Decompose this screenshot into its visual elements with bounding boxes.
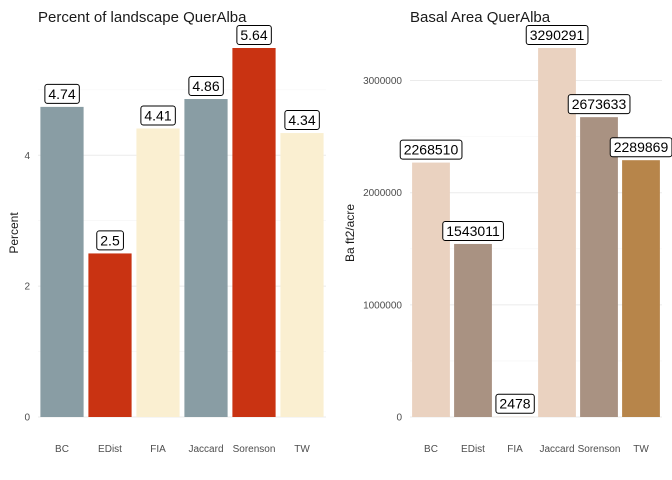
data-label-box <box>567 94 631 115</box>
data-label-box <box>399 139 463 160</box>
data-label-tw: 4.34 <box>288 112 315 128</box>
bar-sorenson <box>232 48 276 417</box>
x-tick-labels: BC EDist FIA Jaccard Sorenson TW <box>55 444 310 455</box>
x-tick-label-bc: BC <box>55 444 69 455</box>
data-label-jaccard: 3290291 <box>530 27 585 43</box>
bars <box>412 48 660 417</box>
x-tick-label-tw: TW <box>294 444 310 455</box>
bar-bc <box>40 106 84 417</box>
y-tick-label: 2000000 <box>363 188 402 199</box>
data-label-jaccard: 4.86 <box>192 78 219 94</box>
x-tick-label-sorenson: Sorenson <box>233 444 276 455</box>
bar-sorenson <box>580 117 618 417</box>
y-axis-title: Percent <box>7 212 21 254</box>
data-labels: 2268510 1543011 2478 3290291 2673633 2289869 <box>399 25 672 414</box>
x-tick-label-fia: FIA <box>150 444 166 455</box>
x-tick-label-jaccard: Jaccard <box>188 444 223 455</box>
y-tick-labels: 0 1000000 2000000 3000000 <box>363 76 402 423</box>
data-label-edist: 2.5 <box>100 232 120 248</box>
data-label-box <box>140 105 176 126</box>
y-tick-label: 1000000 <box>363 300 402 311</box>
data-label-box <box>284 110 320 131</box>
data-label-bc: 4.74 <box>48 86 75 102</box>
y-tick-label: 0 <box>24 413 30 424</box>
y-tick-label: 4 <box>24 151 30 162</box>
y-tick-label: 0 <box>396 413 402 424</box>
bar-jaccard <box>184 99 228 417</box>
y-tick-label: 3000000 <box>363 76 402 87</box>
x-tick-labels: BC EDist FIA Jaccard Sorenson TW <box>424 444 649 455</box>
x-tick-label-bc: BC <box>424 444 438 455</box>
data-label-fia: 4.41 <box>144 107 171 123</box>
gridlines <box>410 80 662 418</box>
data-label-box <box>236 25 272 45</box>
data-label-sorenson: 5.64 <box>240 27 267 43</box>
x-tick-label-sorenson: Sorenson <box>578 444 621 455</box>
bar-tw <box>280 133 324 417</box>
panel-percent-of-landscape: Percent of landscape QuerAlba Percent 4.… <box>7 9 326 455</box>
y-tick-label: 2 <box>24 282 30 293</box>
data-label-fia: 2478 <box>499 396 530 412</box>
x-tick-label-edist: EDist <box>98 444 122 455</box>
data-label-sorenson: 2673633 <box>572 96 627 112</box>
data-label-box <box>188 76 224 97</box>
y-tick-labels: 0 2 4 <box>24 151 30 424</box>
bar-tw <box>622 160 660 417</box>
chart-title: Percent of landscape QuerAlba <box>38 9 247 26</box>
x-tick-label-edist: EDist <box>461 444 485 455</box>
data-label-box <box>96 230 124 251</box>
chart-title: Basal Area QuerAlba <box>410 9 551 26</box>
y-axis-title: Ba ft2/acre <box>343 204 357 262</box>
panel-basal-area: Basal Area QuerAlba Ba ft2/acre 2268510 1… <box>343 9 672 455</box>
data-label-box <box>495 393 535 414</box>
x-tick-label-tw: TW <box>633 444 649 455</box>
data-label-box <box>442 220 504 241</box>
data-label-box <box>44 83 80 104</box>
bar-edist <box>88 253 132 417</box>
bars <box>40 48 324 418</box>
data-label-bc: 2268510 <box>404 142 459 158</box>
bar-fia <box>136 128 180 418</box>
gridlines <box>38 89 326 418</box>
bar-edist <box>454 243 492 417</box>
data-label-tw: 2289869 <box>614 139 669 155</box>
data-labels: 4.74 2.5 4.41 4.86 5.64 4.34 <box>44 25 320 251</box>
x-tick-label-jaccard: Jaccard <box>539 444 574 455</box>
x-tick-label-fia: FIA <box>507 444 523 455</box>
data-label-box <box>525 25 589 45</box>
bar-bc <box>412 162 450 417</box>
data-label-edist: 1543011 <box>446 223 500 239</box>
